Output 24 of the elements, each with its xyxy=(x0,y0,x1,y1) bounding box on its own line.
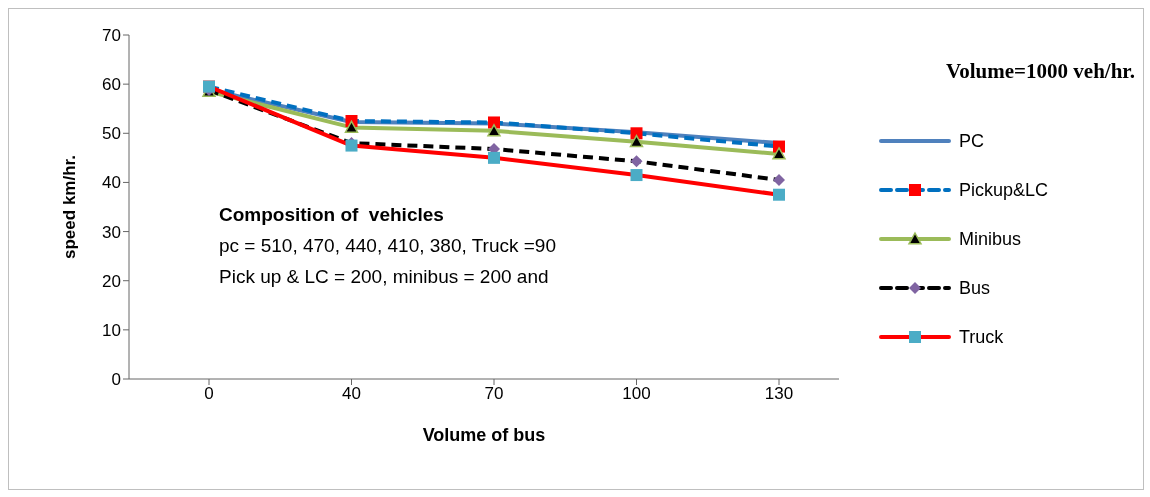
x-tick-label: 130 xyxy=(764,384,794,404)
y-tick-label: 50 xyxy=(102,124,121,144)
legend-label: Pickup&LC xyxy=(959,179,1049,201)
y-tick-label: 40 xyxy=(102,173,121,193)
y-tick-label: 0 xyxy=(111,370,121,390)
x-tick-label: 70 xyxy=(484,384,504,404)
x-axis-title: Volume of bus xyxy=(422,425,546,445)
text: Volume=1000 veh/hr. xyxy=(946,59,1135,84)
legend-label: Bus xyxy=(959,277,991,299)
x-tick-label: 100 xyxy=(622,384,651,404)
annotation: Composition of vehicles xyxy=(219,203,445,227)
legend-label: Truck xyxy=(959,326,1004,348)
y-tick-label: 10 xyxy=(102,320,121,340)
y-tick-label: 30 xyxy=(102,222,121,242)
y-tick-label: 60 xyxy=(102,75,121,95)
x-tick-label: 0 xyxy=(204,384,214,404)
legend-label: PC xyxy=(959,130,985,152)
y-tick-label: 20 xyxy=(102,271,121,291)
y-axis-title: speed km/hr. xyxy=(60,155,80,259)
annotation: pc = 510, 470, 440, 410, 380, Truck =90 xyxy=(219,234,556,258)
legend-label: Minibus xyxy=(959,228,1022,250)
y-tick-label: 70 xyxy=(102,26,121,46)
x-tick-label: 40 xyxy=(342,384,361,404)
annotation: Pick up & LC = 200, minibus = 200 and xyxy=(219,265,550,289)
